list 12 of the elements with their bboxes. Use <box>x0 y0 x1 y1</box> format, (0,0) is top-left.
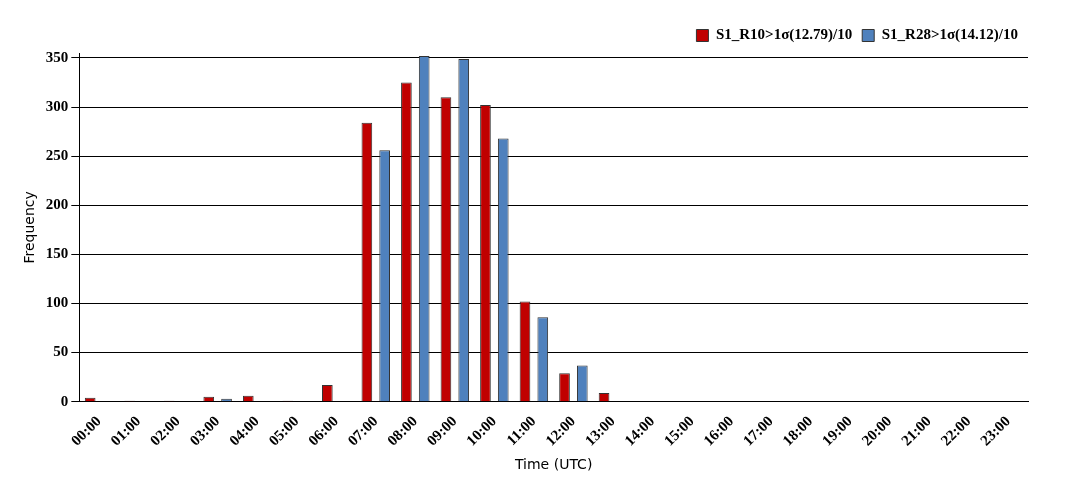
legend-label: S1_R10>1σ(12.79)/10 <box>715 26 853 44</box>
y-tick-label: 0 <box>60 392 69 409</box>
legend-label: S1_R28>1σ(14.12)/10 <box>881 26 1019 44</box>
y-tick-label: 250 <box>45 147 69 164</box>
y-axis-title: Frequency <box>21 191 38 264</box>
y-tick-label: 100 <box>45 294 69 311</box>
y-tick-label: 300 <box>45 97 69 114</box>
y-tick-label: 150 <box>45 245 69 262</box>
y-tick-label: 200 <box>45 196 69 213</box>
y-tick-label: 350 <box>45 48 69 65</box>
y-tick-label: 50 <box>53 343 69 360</box>
x-axis-title: Time (UTC) <box>513 456 593 473</box>
